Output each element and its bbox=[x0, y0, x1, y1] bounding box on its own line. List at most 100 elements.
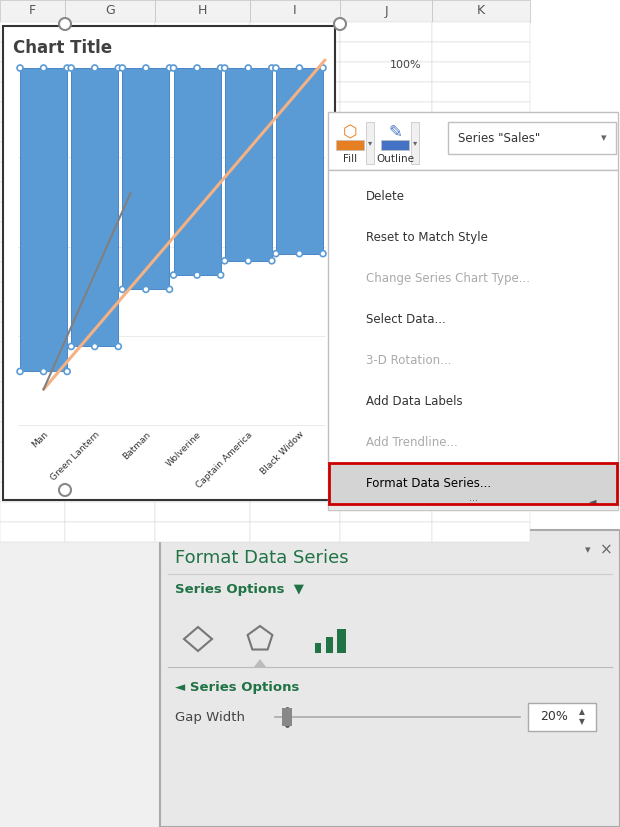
Bar bbox=[155, 242, 250, 262]
Text: Black Widow: Black Widow bbox=[259, 430, 306, 477]
Bar bbox=[328, 492, 618, 510]
Text: Change Series Chart Type...: Change Series Chart Type... bbox=[366, 272, 530, 285]
Bar bbox=[448, 122, 616, 154]
Text: Reset to Match Style: Reset to Match Style bbox=[366, 231, 488, 244]
Bar bbox=[340, 162, 432, 182]
Bar bbox=[340, 62, 432, 82]
Bar bbox=[432, 302, 530, 322]
Bar bbox=[65, 342, 155, 362]
Text: F: F bbox=[29, 4, 36, 17]
Bar bbox=[432, 422, 530, 442]
Bar bbox=[432, 222, 530, 242]
Bar bbox=[155, 282, 250, 302]
Bar bbox=[0, 422, 65, 442]
Bar bbox=[432, 482, 530, 502]
Bar bbox=[65, 322, 155, 342]
Circle shape bbox=[222, 258, 228, 264]
Bar bbox=[155, 22, 250, 42]
Polygon shape bbox=[254, 659, 266, 667]
Bar bbox=[340, 422, 432, 442]
Bar bbox=[155, 522, 250, 542]
Text: 20%: 20% bbox=[540, 710, 568, 724]
Bar bbox=[340, 102, 432, 122]
Bar bbox=[432, 182, 530, 202]
Bar bbox=[340, 382, 432, 402]
Text: Outline: Outline bbox=[376, 154, 414, 164]
Bar bbox=[432, 242, 530, 262]
Circle shape bbox=[194, 272, 200, 278]
Bar bbox=[0, 0, 620, 530]
Bar bbox=[250, 182, 340, 202]
Text: Batman: Batman bbox=[121, 430, 153, 461]
Bar bbox=[250, 42, 340, 62]
Circle shape bbox=[59, 484, 71, 496]
Bar bbox=[155, 362, 250, 382]
Bar bbox=[276, 68, 323, 254]
Bar bbox=[0, 482, 65, 502]
Bar bbox=[340, 0, 432, 22]
Bar bbox=[250, 502, 340, 522]
Circle shape bbox=[68, 343, 74, 350]
Bar bbox=[0, 382, 65, 402]
Bar bbox=[0, 42, 65, 62]
Bar bbox=[250, 222, 340, 242]
Bar bbox=[340, 122, 432, 142]
Circle shape bbox=[166, 286, 172, 292]
Bar bbox=[340, 182, 432, 202]
Bar bbox=[250, 482, 340, 502]
Bar bbox=[340, 302, 432, 322]
Bar bbox=[0, 22, 65, 42]
Text: ▾: ▾ bbox=[585, 545, 591, 555]
Bar bbox=[0, 82, 65, 102]
Bar bbox=[326, 637, 333, 653]
Text: G: G bbox=[105, 4, 115, 17]
Bar bbox=[0, 522, 65, 542]
Bar bbox=[250, 442, 340, 462]
Circle shape bbox=[120, 65, 125, 71]
Bar bbox=[0, 442, 65, 462]
Bar bbox=[250, 102, 340, 122]
Bar bbox=[250, 262, 340, 282]
Bar bbox=[250, 522, 340, 542]
Bar bbox=[65, 502, 155, 522]
Bar bbox=[315, 643, 321, 653]
Bar bbox=[432, 142, 530, 162]
Bar bbox=[340, 242, 432, 262]
Bar bbox=[250, 302, 340, 322]
Text: K: K bbox=[477, 4, 485, 17]
Bar bbox=[155, 322, 250, 342]
Bar bbox=[0, 302, 65, 322]
Bar bbox=[432, 42, 530, 62]
Bar bbox=[250, 22, 340, 42]
Bar bbox=[340, 442, 432, 462]
Bar bbox=[65, 0, 155, 22]
Bar bbox=[65, 82, 155, 102]
Bar bbox=[337, 629, 346, 653]
Text: Select Data...: Select Data... bbox=[366, 313, 446, 326]
Bar bbox=[0, 242, 65, 262]
Bar bbox=[155, 122, 250, 142]
Text: 3-D Rotation...: 3-D Rotation... bbox=[366, 354, 451, 367]
Bar bbox=[155, 102, 250, 122]
Bar bbox=[155, 142, 250, 162]
Circle shape bbox=[218, 65, 224, 71]
Bar bbox=[432, 102, 530, 122]
Bar bbox=[250, 62, 340, 82]
Bar bbox=[381, 140, 409, 150]
Text: 40%: 40% bbox=[390, 256, 415, 266]
Text: ◄: ◄ bbox=[589, 496, 596, 506]
Text: ⬡: ⬡ bbox=[343, 123, 357, 141]
Bar bbox=[65, 382, 155, 402]
Circle shape bbox=[269, 65, 275, 71]
Bar bbox=[65, 522, 155, 542]
Bar bbox=[329, 463, 617, 504]
Bar bbox=[0, 162, 65, 182]
Bar bbox=[432, 262, 530, 282]
Circle shape bbox=[334, 18, 346, 30]
Text: Format Data Series...: Format Data Series... bbox=[366, 477, 491, 490]
Bar bbox=[155, 62, 250, 82]
Circle shape bbox=[170, 65, 177, 71]
Bar bbox=[65, 242, 155, 262]
Circle shape bbox=[246, 65, 251, 71]
Circle shape bbox=[170, 272, 177, 278]
